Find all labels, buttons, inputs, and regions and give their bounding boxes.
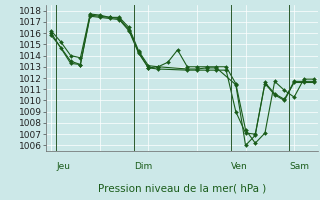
Text: Jeu: Jeu: [56, 162, 70, 171]
Text: Sam: Sam: [289, 162, 309, 171]
Text: Dim: Dim: [134, 162, 152, 171]
Text: Ven: Ven: [231, 162, 248, 171]
Text: Pression niveau de la mer( hPa ): Pression niveau de la mer( hPa ): [98, 183, 267, 193]
